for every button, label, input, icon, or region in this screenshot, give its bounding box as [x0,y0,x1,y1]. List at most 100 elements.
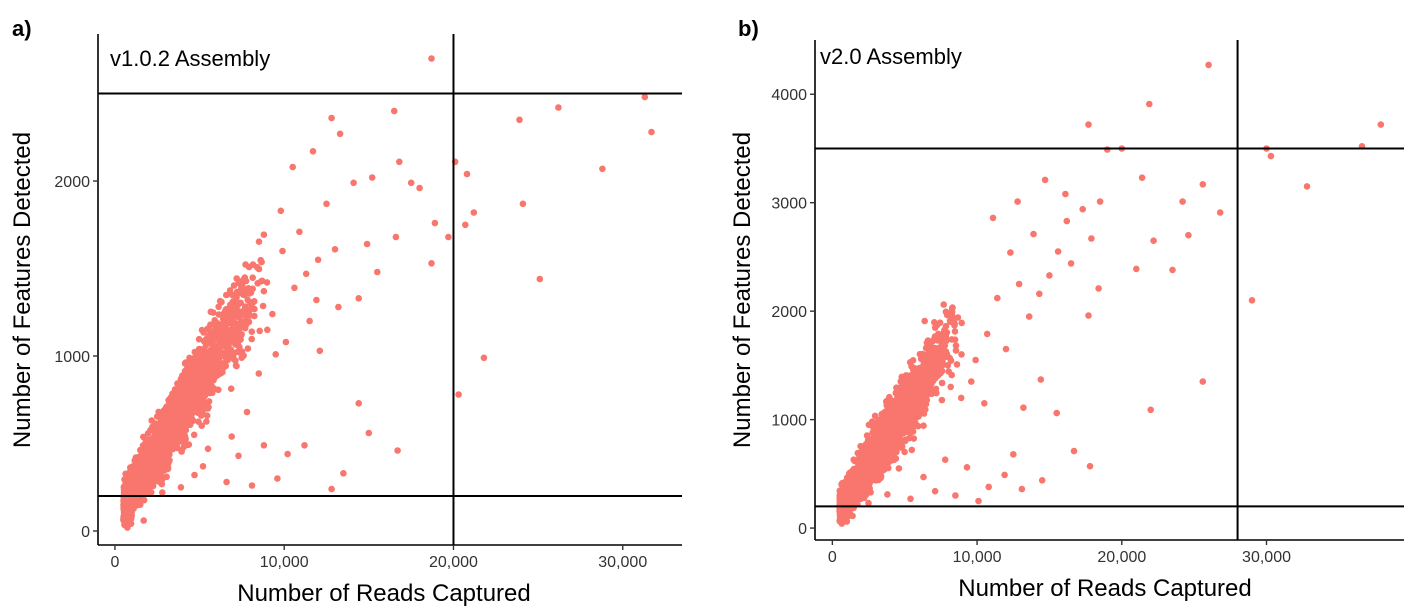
data-point [186,354,193,362]
x-tick-label: 30,000 [598,554,647,571]
data-point [198,422,205,430]
data-point [192,376,199,384]
data-point [328,485,335,493]
data-point [445,233,452,241]
data-point [289,163,297,171]
data-point [197,353,204,360]
data-point [195,335,203,343]
data-point [155,456,163,463]
data-point [274,475,281,482]
assembly-annotation-a: v1.0.2 Assembly [110,46,270,71]
data-point [185,441,193,448]
data-point [181,360,189,367]
data-point [248,482,256,489]
data-point [197,348,205,355]
data-point [863,432,871,439]
data-point [160,458,168,465]
data-point [179,399,186,407]
data-point [149,482,157,490]
data-point [225,313,232,321]
dense-point-cloud [836,301,965,527]
data-point [216,347,223,355]
panel-b: b) 0 10,000 20,000 30,00001000200030004000 … [729,16,1404,602]
data-point [177,437,184,444]
data-point [309,148,317,155]
data-point [394,447,401,454]
data-point [954,314,962,321]
data-point [335,303,342,311]
data-point [237,308,244,316]
data-point [244,345,252,352]
data-point [255,370,263,377]
data-point [224,308,231,315]
data-point [167,419,175,427]
data-point [248,335,255,343]
data-point [159,489,166,496]
data-point [221,359,228,367]
data-point [363,240,371,248]
data-point [269,310,276,318]
data-point [365,429,373,437]
data-point [180,431,188,439]
data-point [235,452,242,460]
x-tick-label: 0 [110,554,119,571]
data-point [355,400,363,407]
data-point [938,379,946,387]
data-point [225,344,233,352]
data-point [190,383,197,391]
data-point [203,418,210,425]
data-point [952,347,960,354]
data-point [190,431,198,439]
data-point [555,104,562,111]
x-tick-label: 10,000 [260,554,309,571]
dense-point-cloud [120,231,271,531]
x-tick-label: 20,000 [429,554,478,571]
data-point [296,228,303,236]
data-point [931,335,938,342]
y-tick-label: 2000 [54,174,90,191]
data-point [139,480,146,488]
data-point [316,347,324,355]
data-point [260,287,268,295]
data-point [516,116,523,124]
data-point [247,299,255,306]
y-axis-title-a: Number of Features Detected [9,132,36,448]
data-point [169,390,176,398]
data-point [390,107,398,115]
data-point [215,303,222,311]
data-point [218,365,226,373]
y-tick-label: 1000 [54,349,90,366]
data-point [203,412,211,420]
data-point [165,435,172,443]
data-point [204,325,211,333]
data-point [158,446,165,454]
data-point [203,335,211,342]
data-point [368,174,376,181]
data-point [171,413,178,420]
data-point [947,383,954,391]
data-point [641,93,649,101]
data-point [331,246,339,253]
data-point [217,338,224,346]
data-point [146,446,154,454]
data-point [163,473,170,481]
data-point [234,348,241,356]
data-point [933,321,941,329]
data-point [235,279,243,287]
data-point [168,401,176,409]
data-point [227,328,235,335]
data-point [148,489,155,496]
data-point [355,295,363,302]
data-point [192,390,199,398]
data-point [211,370,219,378]
data-point [185,394,193,402]
data-point [291,284,298,292]
data-point [251,305,258,313]
data-point [336,130,344,138]
data-point [912,419,919,427]
data-point [648,128,655,136]
data-point [199,463,207,470]
data-point [181,412,189,420]
